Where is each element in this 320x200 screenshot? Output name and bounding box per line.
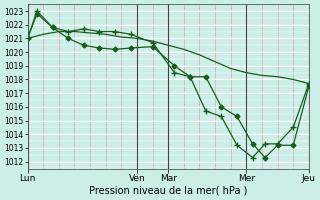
X-axis label: Pression niveau de la mer( hPa ): Pression niveau de la mer( hPa ) <box>89 186 247 196</box>
